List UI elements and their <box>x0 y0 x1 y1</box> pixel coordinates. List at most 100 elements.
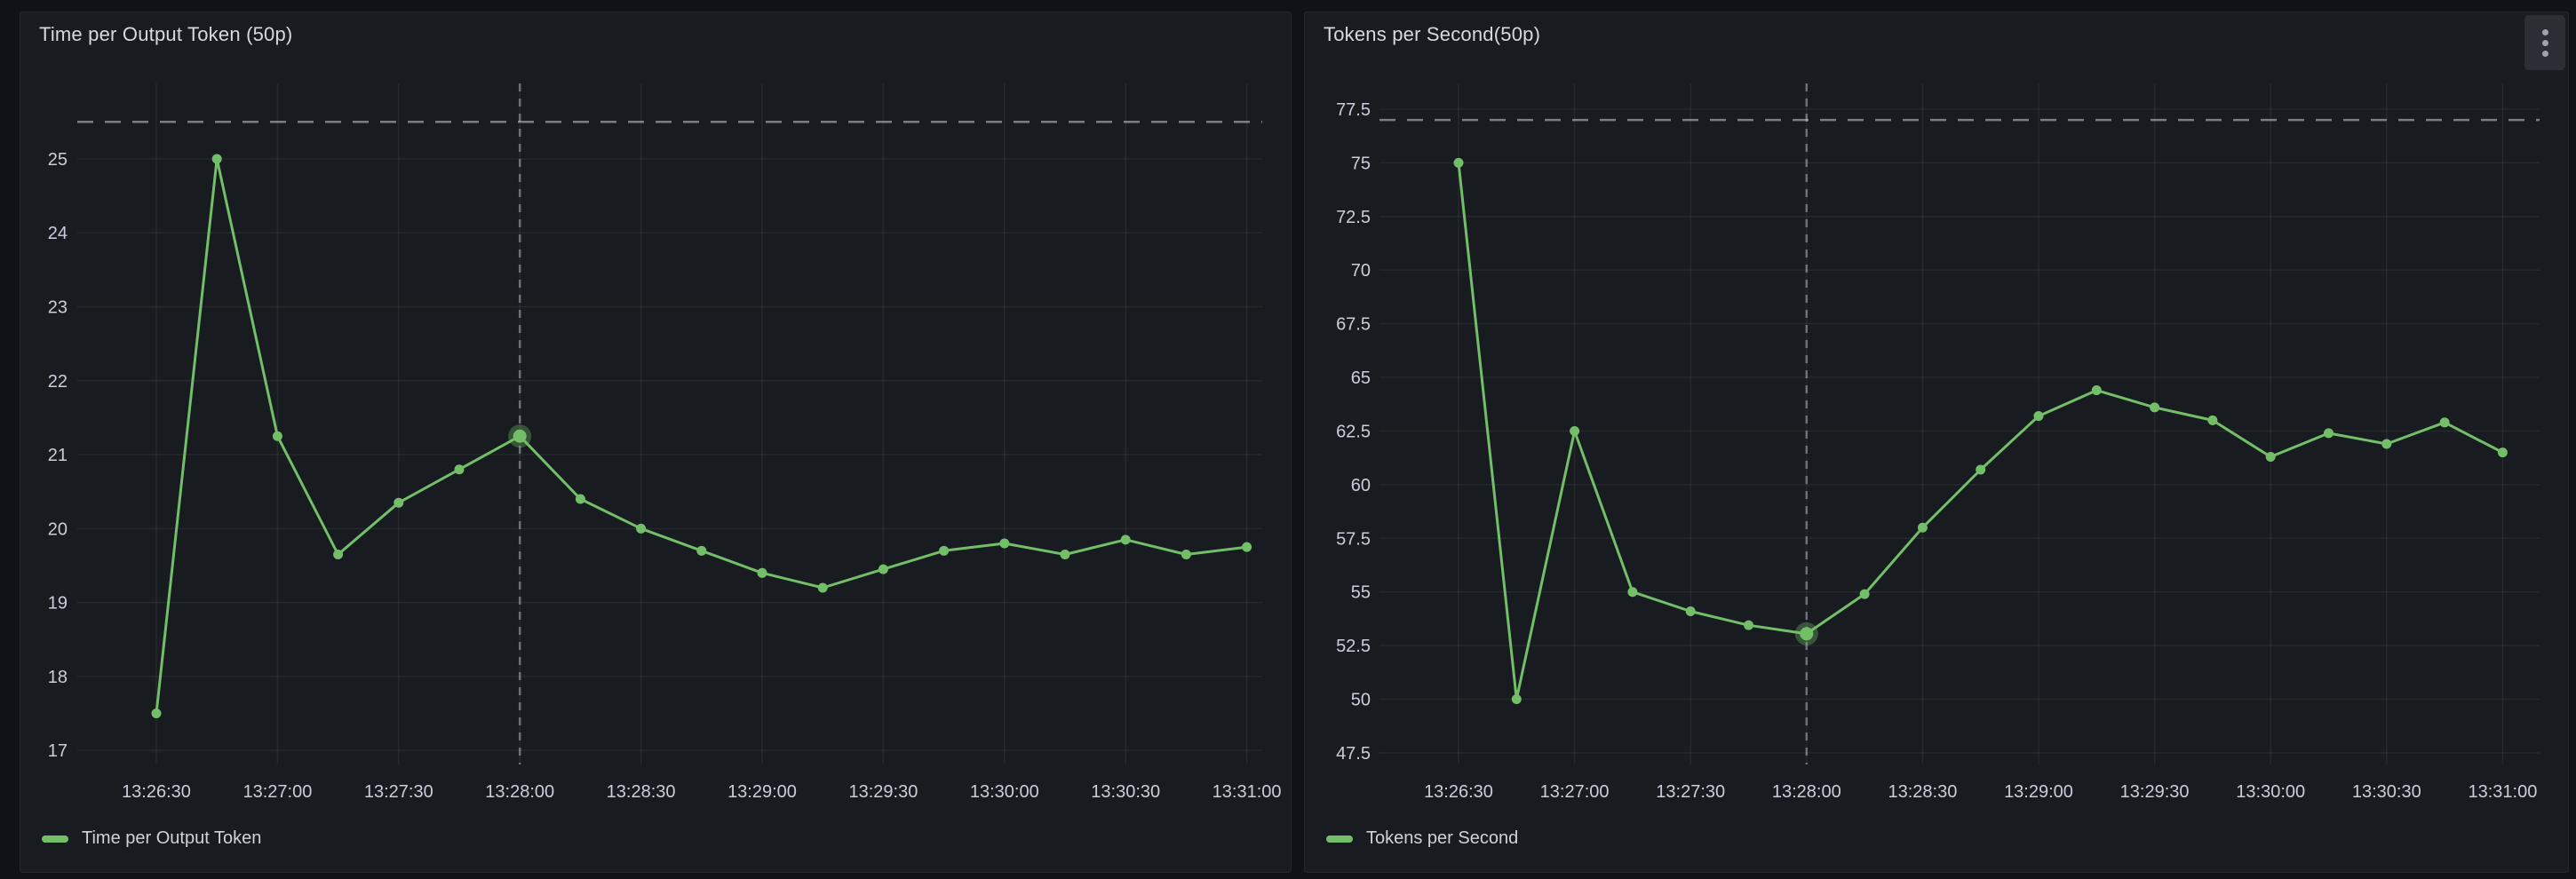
x-axis-tick-label: 13:28:30 <box>1888 782 1957 802</box>
data-point <box>696 545 707 556</box>
x-axis-tick-label: 13:27:30 <box>364 782 433 802</box>
data-point <box>2033 411 2044 422</box>
y-axis-tick-label: 18 <box>48 668 68 687</box>
legend: Time per Output Token <box>42 828 261 849</box>
y-axis-tick-label: 57.5 <box>1336 529 1371 549</box>
x-axis-tick-label: 13:30:30 <box>2352 782 2421 802</box>
data-point <box>2381 439 2392 449</box>
x-axis-tick-label: 13:29:30 <box>848 782 918 802</box>
data-point <box>1242 542 1252 552</box>
chart-svg: 25 24 23 22 21 20 19 18 17 13:26:30 13:27:00 13:27:… <box>48 83 1282 802</box>
data-point <box>1685 606 1696 616</box>
y-axis-tick-label: 65 <box>1351 368 1371 388</box>
y-axis-tick-label: 67.5 <box>1336 315 1371 335</box>
legend-series-label[interactable]: Tokens per Second <box>1366 828 1519 848</box>
y-axis-tick-label: 62.5 <box>1336 422 1371 441</box>
x-axis-tick-label: 13:27:00 <box>242 782 312 802</box>
panel-title[interactable]: Tokens per Second(50p) <box>1324 23 1541 45</box>
series-line <box>155 157 1249 715</box>
hovered-data-point <box>513 429 527 443</box>
chart-plot-area[interactable]: 25 24 23 22 21 20 19 18 17 13:26:30 13:27:00 13:27:… <box>20 12 1291 872</box>
y-axis-tick-label: 25 <box>48 150 68 170</box>
legend-series-label[interactable]: Time per Output Token <box>82 828 262 848</box>
y-axis-tick-label: 17 <box>48 741 68 761</box>
data-point <box>1453 157 1464 168</box>
data-point <box>454 464 465 475</box>
data-point <box>939 545 950 556</box>
data-point <box>1120 535 1131 545</box>
x-axis-tick-label: 13:31:00 <box>1212 782 1282 802</box>
data-point <box>2324 428 2334 439</box>
data-point <box>1060 549 1070 559</box>
y-axis-tick-label: 21 <box>48 446 68 465</box>
chart-plot-area[interactable]: 77.5 75 72.5 70 67.5 65 62.5 60 57.5 55 52.5 50 47.5… <box>1305 12 2568 872</box>
x-axis-tick-label: 13:28:00 <box>485 782 554 802</box>
y-axis-tick-label: 22 <box>48 372 68 392</box>
data-point <box>757 567 767 578</box>
data-point <box>333 549 344 559</box>
data-point <box>1917 522 1928 533</box>
y-axis-tick-label: 19 <box>48 594 68 614</box>
data-point <box>817 582 828 593</box>
x-axis-tick-label: 13:29:30 <box>2120 782 2190 802</box>
x-axis-tick-label: 13:30:30 <box>1091 782 1160 802</box>
data-point <box>1511 694 1522 705</box>
data-point <box>2150 402 2160 413</box>
legend: Tokens per Second <box>1326 828 1518 849</box>
x-axis-tick-label: 13:29:00 <box>2004 782 2073 802</box>
data-point <box>2497 447 2508 458</box>
data-point <box>151 709 162 719</box>
panel-tokens-per-second: Tokens per Second(50p) 77.5 75 72.5 70 67.5 6… <box>1304 12 2569 873</box>
data-point <box>1976 464 1986 475</box>
data-point <box>1181 549 1191 559</box>
data-point <box>1570 425 1580 436</box>
hovered-data-point <box>1800 627 1814 641</box>
x-axis-tick-label: 13:28:30 <box>607 782 676 802</box>
data-point <box>636 523 647 534</box>
x-axis-tick-label: 13:28:00 <box>1772 782 1841 802</box>
data-point <box>1859 589 1870 599</box>
y-axis-tick-label: 60 <box>1351 476 1371 495</box>
y-axis-tick-label: 24 <box>48 224 68 243</box>
chart-svg: 77.5 75 72.5 70 67.5 65 62.5 60 57.5 55 52.5 50 47.5… <box>1336 83 2540 802</box>
y-axis-tick-label: 55 <box>1351 583 1371 603</box>
data-point <box>878 564 888 574</box>
x-axis-tick-label: 13:30:00 <box>2236 782 2305 802</box>
kebab-dot <box>2541 50 2548 57</box>
y-axis-tick-label: 52.5 <box>1336 637 1371 656</box>
data-point <box>2439 417 2450 428</box>
y-axis-tick-label: 72.5 <box>1336 208 1371 227</box>
kebab-dot <box>2541 28 2548 36</box>
y-axis-tick-label: 70 <box>1351 261 1371 281</box>
x-axis-tick-label: 13:29:00 <box>727 782 797 802</box>
panel-title[interactable]: Time per Output Token (50p) <box>39 23 293 45</box>
x-axis-tick-label: 13:27:00 <box>1540 782 1610 802</box>
legend-series-swatch <box>1326 835 1353 843</box>
data-point <box>1744 620 1753 630</box>
data-point <box>394 497 404 508</box>
data-point <box>2207 415 2218 425</box>
data-point <box>272 431 282 441</box>
data-point <box>2265 451 2276 462</box>
x-axis-tick-label: 13:31:00 <box>2468 782 2537 802</box>
kebab-dot <box>2541 39 2548 46</box>
y-axis-tick-label: 20 <box>48 519 68 539</box>
data-point <box>211 154 222 164</box>
x-axis-tick-label: 13:26:30 <box>1424 782 1493 802</box>
y-axis-tick-label: 77.5 <box>1336 100 1371 120</box>
x-axis-tick-label: 13:30:00 <box>970 782 1039 802</box>
x-axis-tick-label: 13:27:30 <box>1656 782 1725 802</box>
legend-series-swatch <box>42 835 68 843</box>
kebab-menu-icon[interactable] <box>2524 15 2565 70</box>
y-axis-tick-label: 23 <box>48 298 68 318</box>
panel-time-per-output-token: Time per Output Token (50p) 25 24 23 22 21 20… <box>20 12 1292 873</box>
data-point <box>1627 587 1638 598</box>
x-axis-tick-label: 13:26:30 <box>122 782 191 802</box>
y-axis-tick-label: 50 <box>1351 691 1371 710</box>
data-point <box>2091 385 2102 396</box>
data-point <box>575 494 585 504</box>
y-axis-tick-label: 47.5 <box>1336 744 1371 764</box>
data-point <box>999 538 1010 549</box>
y-axis-tick-label: 75 <box>1351 154 1371 173</box>
